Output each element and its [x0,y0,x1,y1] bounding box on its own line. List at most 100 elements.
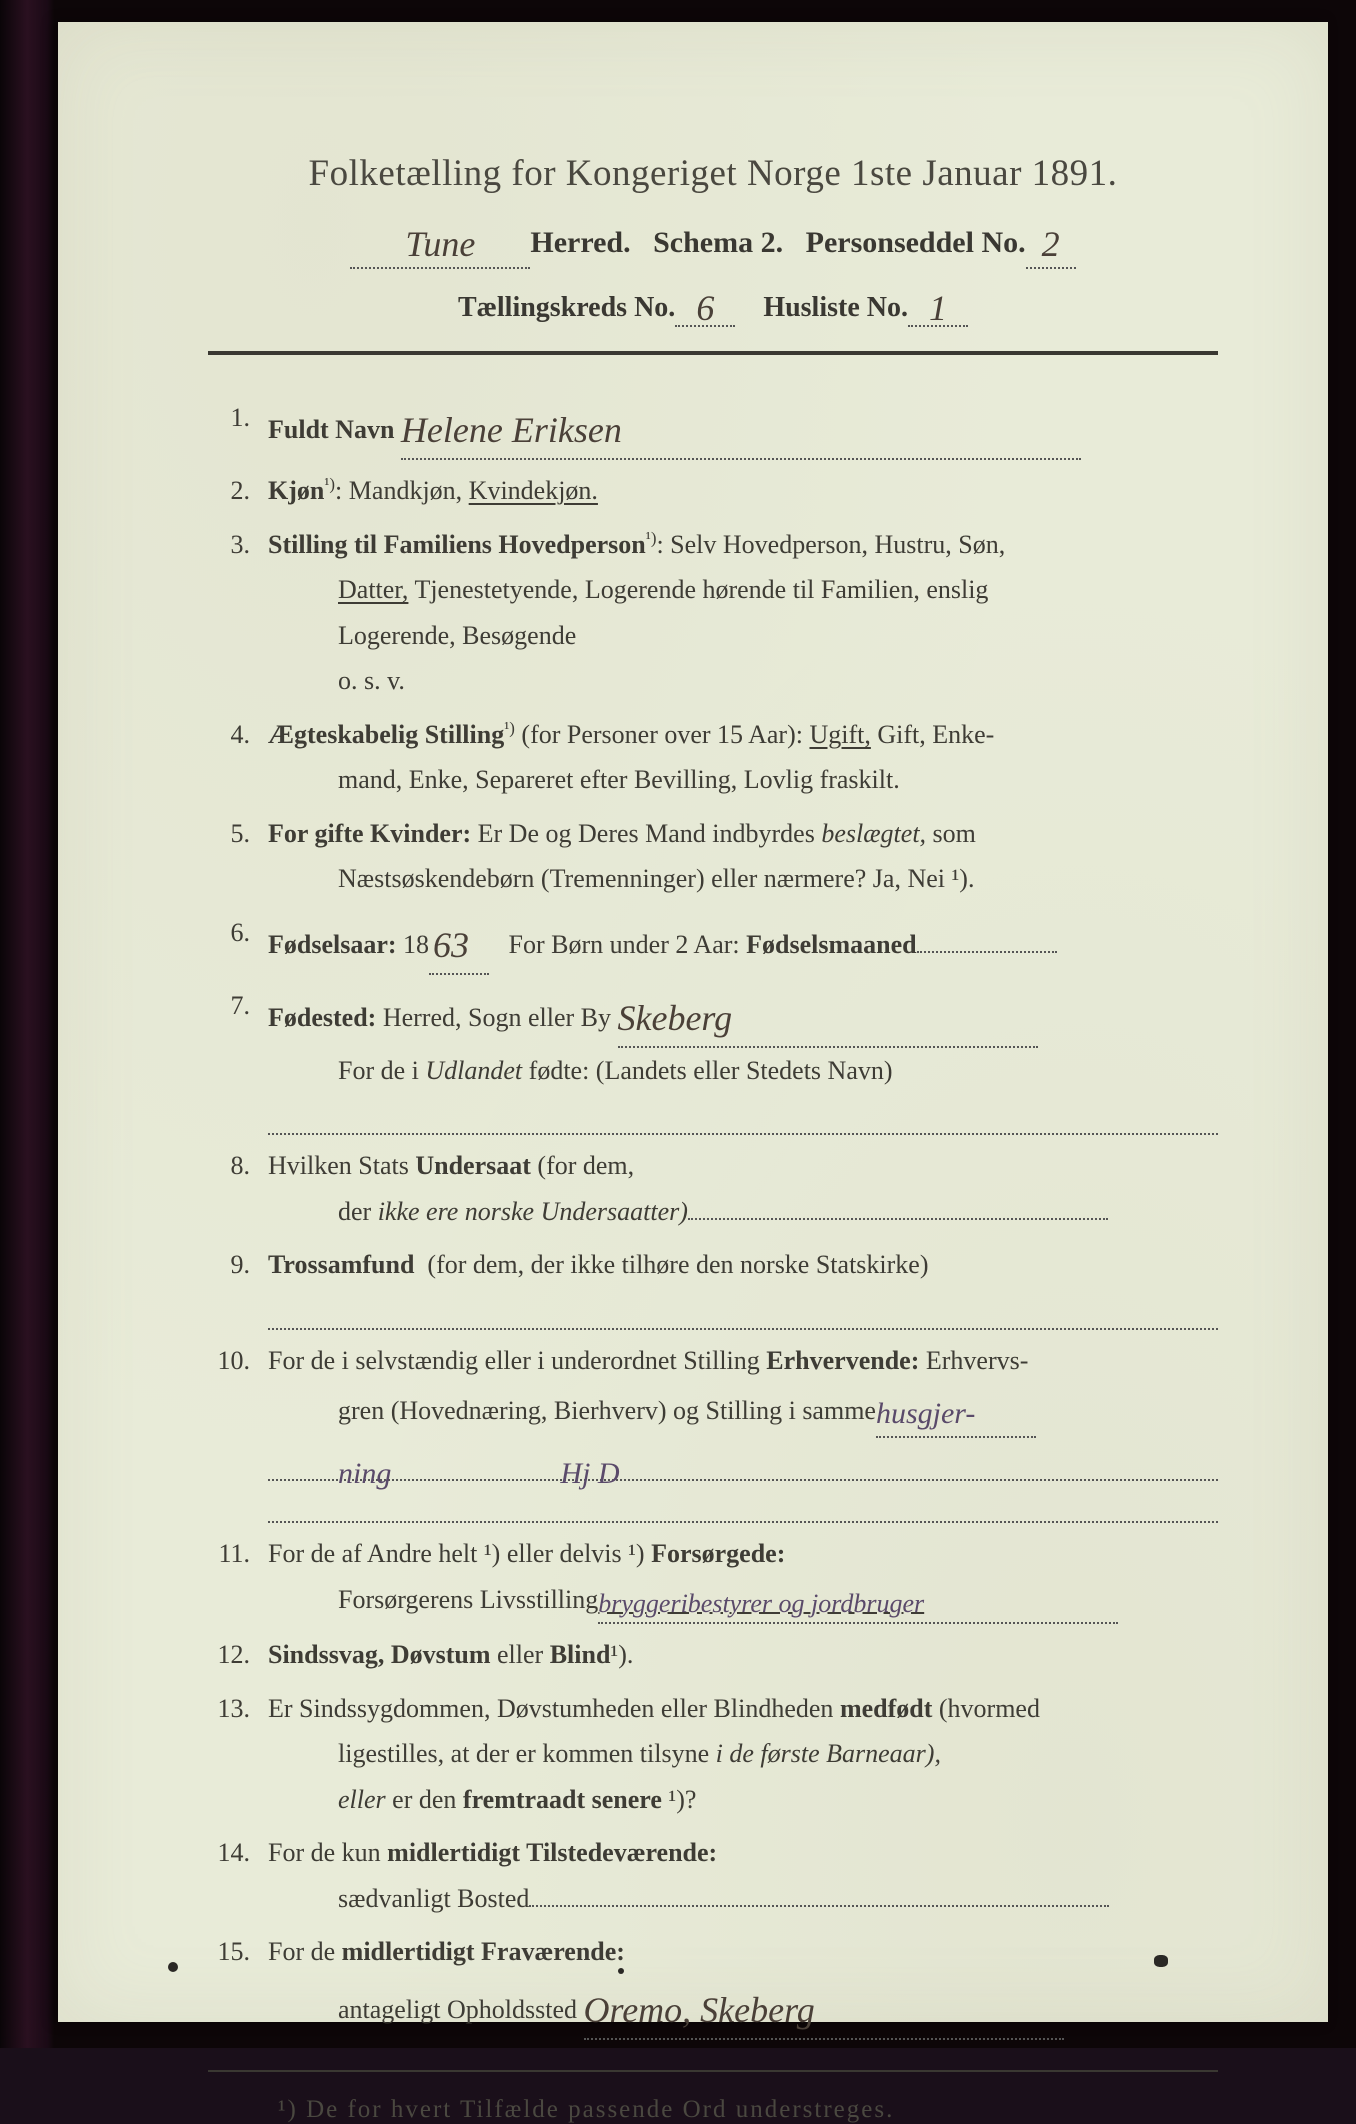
item-11: 11. For de af Andre helt ¹) eller delvis… [208,1531,1218,1624]
blank-field [529,1905,1109,1907]
text: For de i selvstændig eller i underordnet… [268,1346,760,1375]
item-content: Fødselsaar: 1863 For Børn under 2 Aar: F… [268,910,1218,975]
title: Folketælling for Kongeriget Norge 1ste J… [208,152,1218,195]
text: gren (Hovednæring, Bierhverv) og Stillin… [338,1396,876,1425]
item-num: 7. [208,983,268,1136]
label: For gifte Kvinder: [268,819,471,848]
label: Fødested: [268,1003,376,1032]
item-content: Fuldt Navn Helene Eriksen [268,395,1218,460]
item-content: Fødested: Herred, Sogn eller By Skeberg … [268,983,1218,1136]
text: For de kun [268,1838,381,1867]
selected-option: Kvindekjøn. [469,476,598,505]
item-content: For gifte Kvinder: Er De og Deres Mand i… [268,811,1218,902]
item-num: 2. [208,468,268,514]
label: Undersaat [415,1151,531,1180]
item-8: 8. Hvilken Stats Undersaat (for dem, der… [208,1143,1218,1234]
text: Næstsøskendebørn (Tremenninger) eller næ… [268,856,1218,902]
divider-top [208,351,1218,355]
item-num: 5. [208,811,268,902]
item-num: 8. [208,1143,268,1234]
kreds-no: 6 [696,288,714,328]
name-value: Helene Eriksen [401,410,622,450]
subtitle-line-1: TuneHerred. Schema 2. Personseddel No.2 [208,213,1218,269]
note: ¹). [610,1640,633,1669]
paper-speck [168,1962,178,1972]
blank-field [688,1218,1108,1220]
item-4: 4. Ægteskabelig Stilling¹) (for Personer… [208,712,1218,803]
item-13: 13. Er Sindssygdommen, Døvstumheden elle… [208,1686,1218,1823]
text-italic: Udlandet [425,1056,522,1085]
text: Herred, Sogn eller By [383,1003,611,1032]
item-content: For de af Andre helt ¹) eller delvis ¹) … [268,1531,1218,1624]
text: sædvanligt Bosted [338,1884,529,1913]
item-content: For de midlertidigt Fraværende: antageli… [268,1929,1218,2040]
text: (hvormed [939,1694,1040,1723]
item-content: Ægteskabelig Stilling¹) (for Personer ov… [268,712,1218,803]
label: Stilling til Familiens Hovedperson [268,530,646,559]
item-num: 10. [208,1338,268,1523]
label: Fuldt Navn [268,415,394,444]
item-10: 10. For de i selvstændig eller i underor… [208,1338,1218,1523]
item-9: 9. Trossamfund (for dem, der ikke tilhør… [208,1242,1218,1330]
text: (for dem, [537,1151,634,1180]
item-6: 6. Fødselsaar: 1863 For Børn under 2 Aar… [208,910,1218,975]
item-content: Hvilken Stats Undersaat (for dem, der ik… [268,1143,1218,1234]
residence-value: Oremo, Skeberg [584,1990,815,2030]
item-2: 2. Kjøn¹): Mandkjøn, Kvindekjøn. [208,468,1218,514]
husliste-no: 1 [929,288,947,328]
text: der [338,1197,371,1226]
item-num: 11. [208,1531,268,1624]
occupation-value: ning [338,1457,391,1490]
text-italic: beslægtet, [821,819,926,848]
blank-field [917,951,1057,953]
label: Trossamfund [268,1250,414,1279]
item-content: For de i selvstændig eller i underordnet… [268,1338,1218,1523]
label: Kjøn [268,476,324,505]
text: som [933,819,976,848]
item-num: 1. [208,395,268,460]
personseddel-no: 2 [1042,224,1060,264]
item-15: 15. For de midlertidigt Fraværende: anta… [208,1929,1218,2040]
text: For de i [338,1056,419,1085]
blank-line [268,1099,1218,1135]
note: ¹) [324,474,335,493]
item-5: 5. For gifte Kvinder: Er De og Deres Man… [208,811,1218,902]
item-num: 13. [208,1686,268,1823]
text: er den [392,1785,456,1814]
text: Hvilken Stats [268,1151,409,1180]
text: antageligt Opholdssted [338,1995,577,2024]
text: eller [497,1640,543,1669]
text: Er Sindssygdommen, Døvstumheden eller Bl… [268,1694,833,1723]
occupation-value: husgjer- [876,1397,975,1430]
label: Ægteskabelig Stilling [268,720,504,749]
birthplace-value: Skeberg [618,998,733,1038]
text: (for dem, der ikke tilhøre den norske St… [427,1250,928,1279]
text: For Børn under 2 Aar: [509,930,740,959]
text-italic: ikke ere norske Undersaatter) [378,1197,688,1226]
text: For de [268,1937,335,1966]
label: Fødselsmaaned [746,930,916,959]
text: Gift, Enke- [877,720,994,749]
label: Blind [550,1640,611,1669]
text: : Selv Hovedperson, Hustru, Søn, [656,530,1005,559]
document-header: Folketælling for Kongeriget Norge 1ste J… [208,152,1218,327]
item-num: 12. [208,1632,268,1678]
occupation-value: Hj D [560,1457,619,1490]
item-num: 4. [208,712,268,803]
husliste-label: Husliste No. [763,292,908,323]
selected-option: Ugift, [809,720,870,749]
label: Forsørgede: [651,1539,785,1568]
note: ¹)? [668,1785,696,1814]
text: (for Personer over 15 Aar): [521,720,803,749]
blank-line [268,1487,1218,1523]
form-items: 1. Fuldt Navn Helene Eriksen 2. Kjøn¹): … [208,395,1218,2040]
text: mand, Enke, Separeret efter Bevilling, L… [268,757,1218,803]
paper-speck [1154,1955,1168,1967]
herred-value: Tune [405,224,475,264]
document-paper: Folketælling for Kongeriget Norge 1ste J… [58,22,1328,2022]
item-num: 15. [208,1929,268,2040]
item-num: 3. [208,522,268,704]
item-content: Trossamfund (for dem, der ikke tilhøre d… [268,1242,1218,1330]
label: midlertidigt Fraværende: [342,1937,625,1966]
label: midlertidigt Tilstedeværende: [387,1838,717,1867]
